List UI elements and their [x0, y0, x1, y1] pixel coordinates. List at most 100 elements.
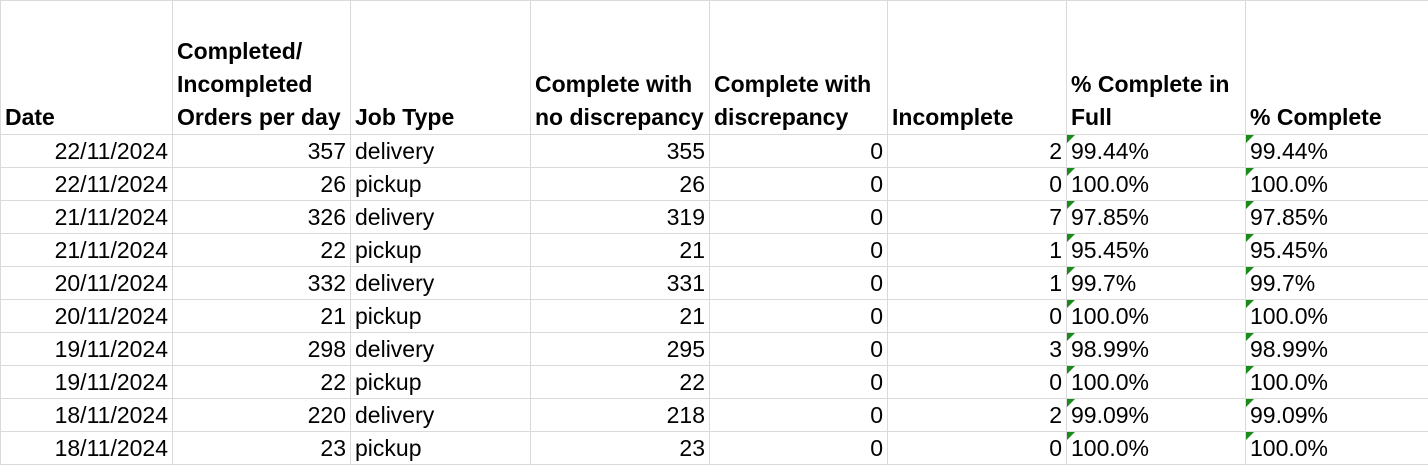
cell-job-type[interactable]: delivery — [350, 398, 531, 432]
cell-pct-complete[interactable]: 100.0% — [1245, 365, 1428, 399]
cell-pct-complete[interactable]: 100.0% — [1245, 299, 1428, 333]
cell-complete-no-discrepancy[interactable]: 331 — [530, 266, 710, 300]
cell-incomplete[interactable]: 0 — [887, 167, 1067, 201]
error-indicator-icon[interactable] — [1246, 399, 1254, 407]
cell-complete-no-discrepancy[interactable]: 26 — [530, 167, 710, 201]
cell-job-type[interactable]: delivery — [350, 134, 531, 168]
error-indicator-icon[interactable] — [1246, 168, 1254, 176]
cell-pct-complete[interactable]: 95.45% — [1245, 233, 1428, 267]
cell-job-type[interactable]: pickup — [350, 167, 531, 201]
cell-pct-complete[interactable]: 99.09% — [1245, 398, 1428, 432]
cell-job-type[interactable]: pickup — [350, 233, 531, 267]
header-orders-per-day[interactable]: Completed/ Incompleted Orders per day — [172, 0, 351, 135]
cell-date[interactable]: 21/11/2024 — [0, 233, 173, 267]
error-indicator-icon[interactable] — [1067, 168, 1075, 176]
cell-job-type[interactable]: pickup — [350, 431, 531, 465]
cell-pct-complete-in-full[interactable]: 100.0% — [1066, 365, 1246, 399]
cell-date[interactable]: 21/11/2024 — [0, 200, 173, 234]
cell-incomplete[interactable]: 7 — [887, 200, 1067, 234]
error-indicator-icon[interactable] — [1067, 366, 1075, 374]
error-indicator-icon[interactable] — [1067, 135, 1075, 143]
cell-incomplete[interactable]: 2 — [887, 134, 1067, 168]
cell-pct-complete-in-full[interactable]: 99.44% — [1066, 134, 1246, 168]
error-indicator-icon[interactable] — [1246, 135, 1254, 143]
cell-date[interactable]: 22/11/2024 — [0, 167, 173, 201]
error-indicator-icon[interactable] — [1067, 399, 1075, 407]
cell-complete-no-discrepancy[interactable]: 218 — [530, 398, 710, 432]
cell-incomplete[interactable]: 1 — [887, 266, 1067, 300]
cell-pct-complete-in-full[interactable]: 100.0% — [1066, 299, 1246, 333]
header-pct-complete[interactable]: % Complete — [1245, 0, 1428, 135]
cell-complete-with-discrepancy[interactable]: 0 — [709, 266, 888, 300]
cell-complete-with-discrepancy[interactable]: 0 — [709, 332, 888, 366]
cell-date[interactable]: 18/11/2024 — [0, 431, 173, 465]
cell-date[interactable]: 20/11/2024 — [0, 266, 173, 300]
cell-date[interactable]: 18/11/2024 — [0, 398, 173, 432]
cell-incomplete[interactable]: 2 — [887, 398, 1067, 432]
cell-complete-no-discrepancy[interactable]: 21 — [530, 299, 710, 333]
cell-orders-per-day[interactable]: 298 — [172, 332, 351, 366]
cell-complete-with-discrepancy[interactable]: 0 — [709, 200, 888, 234]
cell-complete-no-discrepancy[interactable]: 355 — [530, 134, 710, 168]
cell-job-type[interactable]: delivery — [350, 200, 531, 234]
cell-complete-no-discrepancy[interactable]: 22 — [530, 365, 710, 399]
error-indicator-icon[interactable] — [1246, 333, 1254, 341]
error-indicator-icon[interactable] — [1246, 432, 1254, 440]
cell-incomplete[interactable]: 3 — [887, 332, 1067, 366]
error-indicator-icon[interactable] — [1067, 432, 1075, 440]
cell-pct-complete-in-full[interactable]: 95.45% — [1066, 233, 1246, 267]
header-complete-no-discrepancy[interactable]: Complete with no discrepancy — [530, 0, 710, 135]
cell-pct-complete[interactable]: 100.0% — [1245, 167, 1428, 201]
cell-incomplete[interactable]: 1 — [887, 233, 1067, 267]
error-indicator-icon[interactable] — [1067, 234, 1075, 242]
cell-incomplete[interactable]: 0 — [887, 365, 1067, 399]
cell-pct-complete[interactable]: 99.7% — [1245, 266, 1428, 300]
cell-complete-with-discrepancy[interactable]: 0 — [709, 431, 888, 465]
header-incomplete[interactable]: Incomplete — [887, 0, 1067, 135]
cell-pct-complete[interactable]: 97.85% — [1245, 200, 1428, 234]
cell-incomplete[interactable]: 0 — [887, 431, 1067, 465]
header-complete-with-discrepancy[interactable]: Complete with discrepancy — [709, 0, 888, 135]
cell-job-type[interactable]: pickup — [350, 365, 531, 399]
cell-pct-complete-in-full[interactable]: 97.85% — [1066, 200, 1246, 234]
cell-pct-complete[interactable]: 99.44% — [1245, 134, 1428, 168]
cell-complete-with-discrepancy[interactable]: 0 — [709, 365, 888, 399]
cell-job-type[interactable]: delivery — [350, 332, 531, 366]
cell-orders-per-day[interactable]: 22 — [172, 365, 351, 399]
cell-orders-per-day[interactable]: 220 — [172, 398, 351, 432]
cell-pct-complete-in-full[interactable]: 99.7% — [1066, 266, 1246, 300]
header-job-type[interactable]: Job Type — [350, 0, 531, 135]
cell-complete-with-discrepancy[interactable]: 0 — [709, 233, 888, 267]
cell-pct-complete-in-full[interactable]: 100.0% — [1066, 431, 1246, 465]
cell-date[interactable]: 19/11/2024 — [0, 365, 173, 399]
cell-complete-with-discrepancy[interactable]: 0 — [709, 167, 888, 201]
error-indicator-icon[interactable] — [1246, 366, 1254, 374]
cell-pct-complete[interactable]: 98.99% — [1245, 332, 1428, 366]
cell-orders-per-day[interactable]: 357 — [172, 134, 351, 168]
cell-orders-per-day[interactable]: 26 — [172, 167, 351, 201]
error-indicator-icon[interactable] — [1246, 267, 1254, 275]
error-indicator-icon[interactable] — [1246, 300, 1254, 308]
error-indicator-icon[interactable] — [1246, 234, 1254, 242]
cell-complete-with-discrepancy[interactable]: 0 — [709, 299, 888, 333]
cell-orders-per-day[interactable]: 326 — [172, 200, 351, 234]
cell-complete-with-discrepancy[interactable]: 0 — [709, 398, 888, 432]
cell-pct-complete[interactable]: 100.0% — [1245, 431, 1428, 465]
cell-orders-per-day[interactable]: 21 — [172, 299, 351, 333]
cell-orders-per-day[interactable]: 332 — [172, 266, 351, 300]
error-indicator-icon[interactable] — [1067, 201, 1075, 209]
cell-complete-no-discrepancy[interactable]: 295 — [530, 332, 710, 366]
cell-complete-with-discrepancy[interactable]: 0 — [709, 134, 888, 168]
cell-date[interactable]: 22/11/2024 — [0, 134, 173, 168]
cell-incomplete[interactable]: 0 — [887, 299, 1067, 333]
cell-job-type[interactable]: pickup — [350, 299, 531, 333]
cell-date[interactable]: 20/11/2024 — [0, 299, 173, 333]
cell-complete-no-discrepancy[interactable]: 23 — [530, 431, 710, 465]
header-pct-complete-in-full[interactable]: % Complete in Full — [1066, 0, 1246, 135]
cell-orders-per-day[interactable]: 23 — [172, 431, 351, 465]
cell-pct-complete-in-full[interactable]: 99.09% — [1066, 398, 1246, 432]
header-date[interactable]: Date — [0, 0, 173, 135]
cell-date[interactable]: 19/11/2024 — [0, 332, 173, 366]
error-indicator-icon[interactable] — [1246, 201, 1254, 209]
cell-pct-complete-in-full[interactable]: 98.99% — [1066, 332, 1246, 366]
